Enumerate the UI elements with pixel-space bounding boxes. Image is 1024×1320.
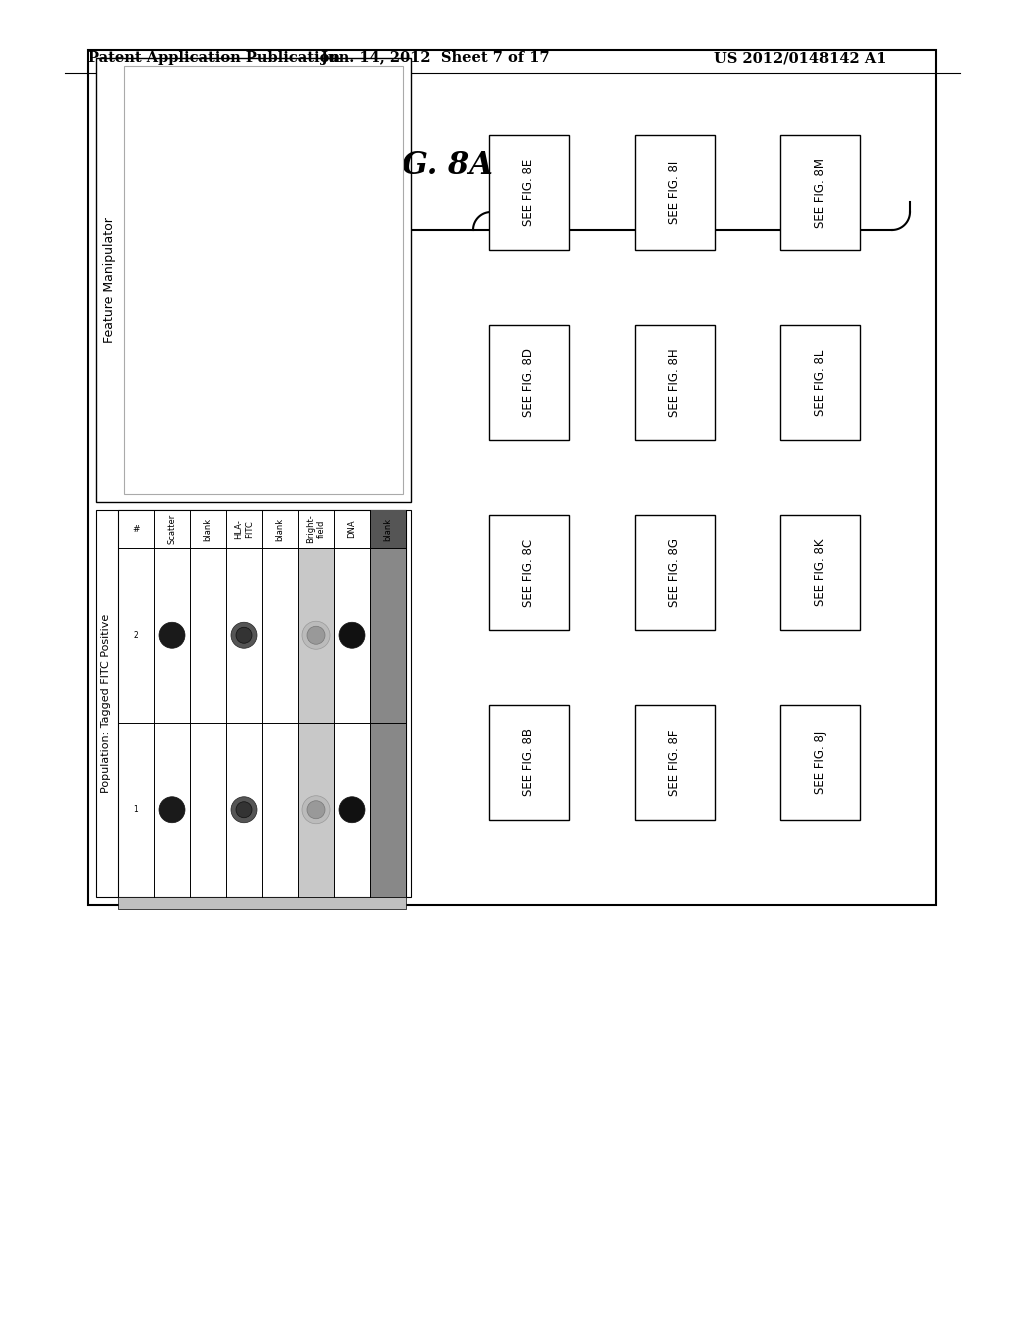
- Text: FIG. 8A: FIG. 8A: [367, 149, 494, 181]
- Circle shape: [159, 622, 185, 648]
- Bar: [780, 325, 860, 440]
- Bar: [488, 325, 568, 440]
- Text: blank: blank: [204, 517, 213, 541]
- Bar: [370, 722, 406, 898]
- Circle shape: [307, 801, 325, 818]
- Bar: [370, 548, 406, 722]
- Circle shape: [302, 622, 330, 649]
- Circle shape: [307, 626, 325, 644]
- Text: SEE FIG. 8K: SEE FIG. 8K: [814, 539, 826, 606]
- Circle shape: [231, 622, 257, 648]
- Circle shape: [231, 797, 257, 822]
- Bar: [488, 135, 568, 249]
- Bar: [124, 66, 403, 494]
- Circle shape: [159, 797, 185, 822]
- Bar: [88, 50, 936, 906]
- Text: SEE FIG. 8E: SEE FIG. 8E: [522, 158, 536, 226]
- Text: 2: 2: [133, 631, 138, 640]
- Circle shape: [236, 627, 252, 643]
- Text: SEE FIG. 8F: SEE FIG. 8F: [668, 729, 681, 796]
- Text: SEE FIG. 8B: SEE FIG. 8B: [522, 729, 536, 796]
- Text: Jun. 14, 2012  Sheet 7 of 17: Jun. 14, 2012 Sheet 7 of 17: [321, 51, 549, 65]
- Bar: [298, 722, 334, 898]
- Bar: [780, 705, 860, 820]
- Text: #: #: [132, 524, 139, 533]
- Text: Scatter: Scatter: [168, 513, 176, 544]
- Bar: [780, 135, 860, 249]
- Bar: [298, 548, 334, 722]
- Text: Bright-
field: Bright- field: [306, 515, 326, 544]
- Text: SEE FIG. 8G: SEE FIG. 8G: [668, 539, 681, 607]
- Text: Feature Manipulator: Feature Manipulator: [103, 216, 117, 343]
- Text: blank: blank: [275, 517, 285, 541]
- Circle shape: [339, 797, 365, 822]
- Bar: [370, 510, 406, 548]
- Text: 1: 1: [133, 805, 138, 814]
- Text: SEE FIG. 8C: SEE FIG. 8C: [522, 539, 536, 607]
- Bar: [635, 325, 715, 440]
- Text: SEE FIG. 8J: SEE FIG. 8J: [814, 731, 826, 795]
- Text: SEE FIG. 8I: SEE FIG. 8I: [668, 161, 681, 224]
- Text: blank: blank: [384, 517, 392, 541]
- Circle shape: [339, 622, 365, 648]
- Text: SEE FIG. 8M: SEE FIG. 8M: [814, 157, 826, 227]
- Circle shape: [236, 801, 252, 818]
- Text: US 2012/0148142 A1: US 2012/0148142 A1: [714, 51, 886, 65]
- Bar: [635, 135, 715, 249]
- Bar: [118, 898, 406, 909]
- Circle shape: [302, 796, 330, 824]
- Bar: [488, 705, 568, 820]
- Text: SEE FIG. 8L: SEE FIG. 8L: [814, 350, 826, 416]
- Bar: [635, 705, 715, 820]
- Text: Patent Application Publication: Patent Application Publication: [88, 51, 340, 65]
- Text: DNA: DNA: [347, 520, 356, 539]
- Text: SEE FIG. 8D: SEE FIG. 8D: [522, 348, 536, 417]
- Text: HLA-
FITC: HLA- FITC: [234, 519, 254, 539]
- Bar: [96, 58, 411, 502]
- Text: SEE FIG. 8H: SEE FIG. 8H: [668, 348, 681, 417]
- Text: Population: Tagged FITC Positive: Population: Tagged FITC Positive: [101, 614, 111, 793]
- Bar: [635, 515, 715, 630]
- Bar: [780, 515, 860, 630]
- Bar: [488, 515, 568, 630]
- Bar: [96, 510, 411, 898]
- Bar: [118, 510, 406, 898]
